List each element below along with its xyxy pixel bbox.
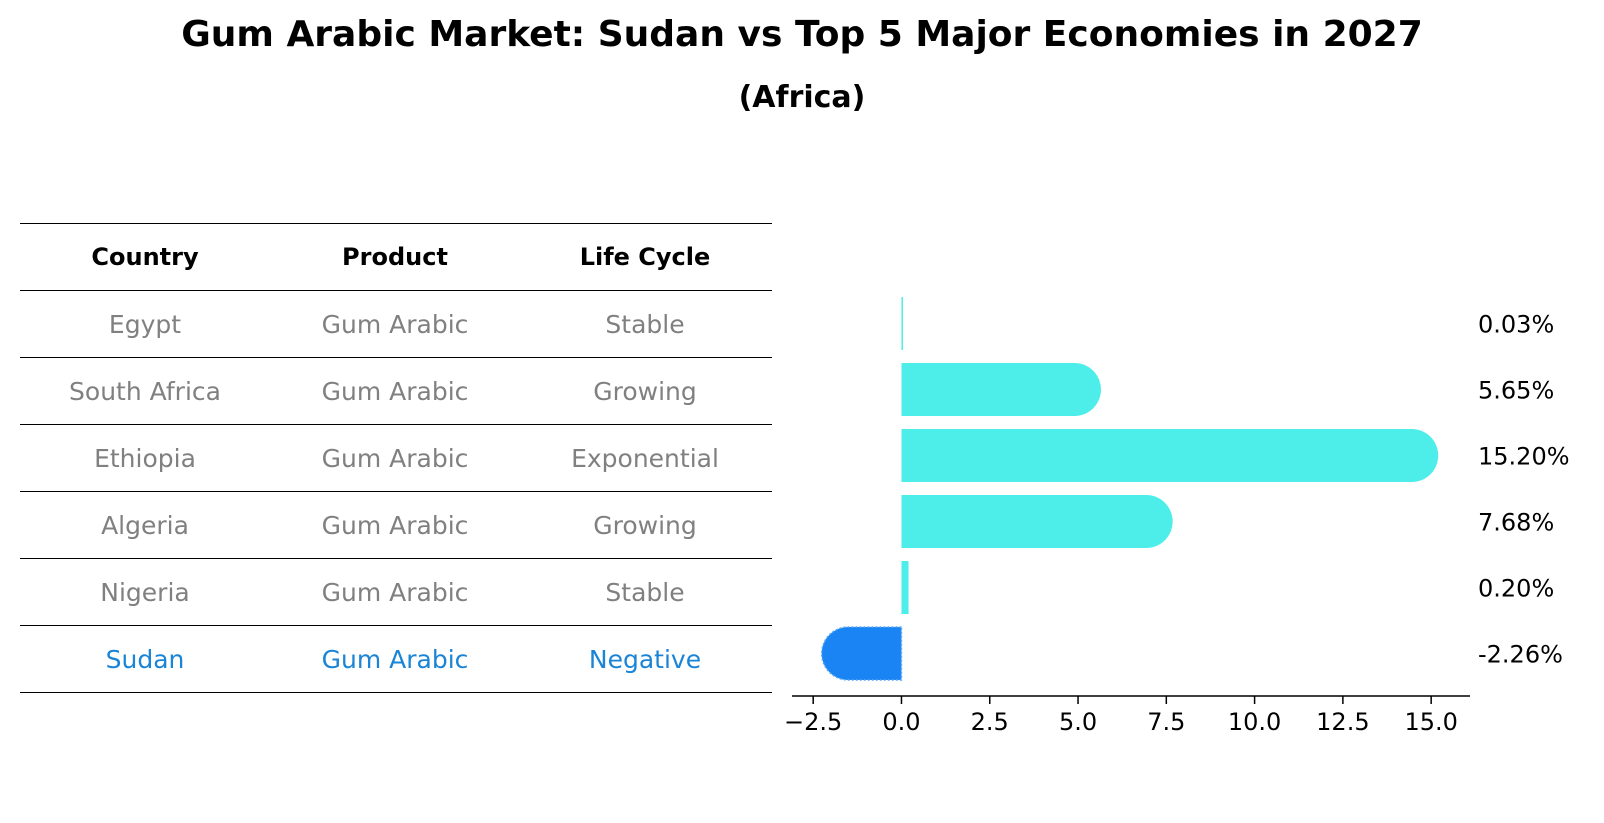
country-cell: Ethiopia — [94, 443, 196, 473]
product-cell: Gum Arabic — [321, 644, 469, 674]
country-cell: Sudan — [105, 644, 185, 674]
product-cell: Gum Arabic — [321, 443, 469, 473]
life-cycle-cell: Growing — [593, 376, 697, 406]
x-tick-label: 12.5 — [1316, 708, 1369, 736]
country-cell: Nigeria — [100, 577, 190, 607]
table-row: Ethiopia Gum Arabic Exponential — [20, 424, 772, 491]
bar-south-africa — [901, 363, 1101, 416]
table-row: Algeria Gum Arabic Growing — [20, 491, 772, 558]
bar-ethiopia — [901, 429, 1439, 482]
data-label: -2.26% — [1478, 641, 1563, 669]
country-table: Country Product Life Cycle Egypt Gum Ara… — [20, 223, 772, 693]
life-cycle-cell: Stable — [605, 577, 685, 607]
data-label: 0.20% — [1478, 575, 1554, 603]
x-tick-label: 15.0 — [1404, 708, 1457, 736]
x-tick-label: 2.5 — [971, 708, 1009, 736]
x-tick-label: 7.5 — [1147, 708, 1185, 736]
product-cell: Gum Arabic — [321, 510, 469, 540]
x-tick-label: −2.5 — [784, 708, 842, 736]
header-country: Country — [91, 243, 199, 271]
country-cell: Algeria — [101, 510, 189, 540]
x-tick-label: 0.0 — [882, 708, 920, 736]
data-label: 0.03% — [1478, 311, 1554, 339]
data-label: 7.68% — [1478, 509, 1554, 537]
table-row: Nigeria Gum Arabic Stable — [20, 558, 772, 625]
table-row: South Africa Gum Arabic Growing — [20, 357, 772, 424]
data-label: 5.65% — [1478, 377, 1554, 405]
x-tick-label: 5.0 — [1059, 708, 1097, 736]
chart-title: Gum Arabic Market: Sudan vs Top 5 Major … — [181, 14, 1423, 55]
product-cell: Gum Arabic — [321, 577, 469, 607]
life-cycle-cell: Exponential — [571, 443, 719, 473]
x-tick-label: 10.0 — [1228, 708, 1281, 736]
bar-nigeria — [901, 561, 909, 614]
product-cell: Gum Arabic — [321, 376, 469, 406]
bar-sudan — [820, 626, 903, 681]
bar-algeria — [901, 495, 1173, 548]
table-header-row: Country Product Life Cycle — [20, 223, 772, 290]
table-row: Egypt Gum Arabic Stable — [20, 290, 772, 357]
table-row-highlighted: Sudan Gum Arabic Negative — [20, 625, 772, 693]
life-cycle-cell: Growing — [593, 510, 697, 540]
country-cell: South Africa — [69, 376, 221, 406]
header-life-cycle: Life Cycle — [579, 243, 711, 271]
product-cell: Gum Arabic — [321, 309, 469, 339]
bar-egypt — [901, 297, 903, 350]
life-cycle-cell: Negative — [588, 644, 702, 674]
country-cell: Egypt — [108, 309, 182, 339]
life-cycle-cell: Stable — [605, 309, 685, 339]
chart-subtitle: (Africa) — [738, 80, 866, 115]
header-product: Product — [342, 243, 448, 271]
data-label: 15.20% — [1478, 443, 1570, 471]
